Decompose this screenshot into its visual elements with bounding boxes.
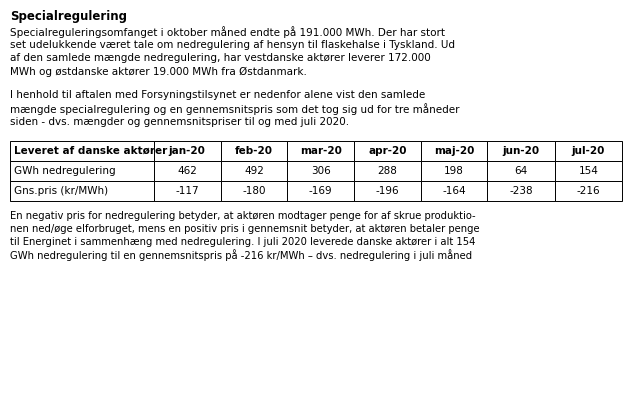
- Text: GWh nedregulering til en gennemsnitspris på -216 kr/MWh – dvs. nedregulering i j: GWh nedregulering til en gennemsnitspris…: [10, 249, 472, 261]
- Text: 64: 64: [514, 165, 528, 175]
- Text: 306: 306: [311, 165, 331, 175]
- Text: MWh og østdanske aktører 19.000 MWh fra Østdanmark.: MWh og østdanske aktører 19.000 MWh fra …: [10, 67, 307, 77]
- Text: En negativ pris for nedregulering betyder, at aktøren modtager penge for af skru: En negativ pris for nedregulering betyde…: [10, 210, 476, 221]
- Text: GWh nedregulering: GWh nedregulering: [14, 165, 116, 175]
- Bar: [221, 160, 287, 180]
- Bar: [287, 160, 354, 180]
- Bar: [421, 160, 487, 180]
- Bar: [287, 141, 354, 160]
- Bar: [287, 180, 354, 201]
- Bar: [354, 180, 421, 201]
- Text: 492: 492: [244, 165, 264, 175]
- Text: mar-20: mar-20: [300, 145, 341, 156]
- Text: siden - dvs. mængder og gennemsnitspriser til og med juli 2020.: siden - dvs. mængder og gennemsnitsprise…: [10, 117, 349, 127]
- Text: Gns.pris (kr/MWh): Gns.pris (kr/MWh): [14, 186, 108, 195]
- Bar: [221, 180, 287, 201]
- Text: mængde specialregulering og en gennemsnitspris som det tog sig ud for tre månede: mængde specialregulering og en gennemsni…: [10, 104, 459, 115]
- Text: 462: 462: [177, 165, 197, 175]
- Bar: [154, 141, 221, 160]
- Text: apr-20: apr-20: [368, 145, 406, 156]
- Bar: [421, 180, 487, 201]
- Text: -196: -196: [375, 186, 399, 195]
- Text: jan-20: jan-20: [169, 145, 205, 156]
- Bar: [354, 160, 421, 180]
- Bar: [354, 141, 421, 160]
- Bar: [10, 180, 154, 201]
- Bar: [221, 141, 287, 160]
- Text: 154: 154: [578, 165, 599, 175]
- Text: -238: -238: [509, 186, 533, 195]
- Text: -164: -164: [442, 186, 466, 195]
- Bar: [487, 141, 555, 160]
- Bar: [555, 160, 622, 180]
- Bar: [487, 180, 555, 201]
- Bar: [555, 141, 622, 160]
- Text: Leveret af danske aktører: Leveret af danske aktører: [14, 145, 167, 156]
- Bar: [10, 141, 154, 160]
- Text: -169: -169: [309, 186, 332, 195]
- Text: I henhold til aftalen med Forsyningstilsynet er nedenfor alene vist den samlede: I henhold til aftalen med Forsyningstils…: [10, 90, 425, 100]
- Text: -117: -117: [175, 186, 199, 195]
- Text: til Energinet i sammenhæng med nedregulering. I juli 2020 leverede danske aktøre: til Energinet i sammenhæng med nedregule…: [10, 236, 475, 247]
- Text: -180: -180: [242, 186, 265, 195]
- Bar: [10, 160, 154, 180]
- Bar: [154, 160, 221, 180]
- Text: af den samlede mængde nedregulering, har vestdanske aktører leverer 172.000: af den samlede mængde nedregulering, har…: [10, 53, 431, 63]
- Text: set udelukkende været tale om nedregulering af hensyn til flaskehalse i Tyskland: set udelukkende været tale om nedreguler…: [10, 39, 455, 50]
- Text: Specialregulering: Specialregulering: [10, 10, 127, 23]
- Text: nen ned/øge elforbruget, mens en positiv pris i gennemsnit betyder, at aktøren b: nen ned/øge elforbruget, mens en positiv…: [10, 223, 480, 234]
- Text: jun-20: jun-20: [502, 145, 540, 156]
- Text: jul-20: jul-20: [572, 145, 605, 156]
- Bar: [555, 180, 622, 201]
- Text: -216: -216: [576, 186, 600, 195]
- Text: 288: 288: [377, 165, 398, 175]
- Text: Specialreguleringsomfanget i oktober måned endte på 191.000 MWh. Der har stort: Specialreguleringsomfanget i oktober mån…: [10, 26, 445, 38]
- Bar: [421, 141, 487, 160]
- Text: feb-20: feb-20: [235, 145, 273, 156]
- Text: 198: 198: [444, 165, 464, 175]
- Bar: [487, 160, 555, 180]
- Bar: [154, 180, 221, 201]
- Text: maj-20: maj-20: [434, 145, 474, 156]
